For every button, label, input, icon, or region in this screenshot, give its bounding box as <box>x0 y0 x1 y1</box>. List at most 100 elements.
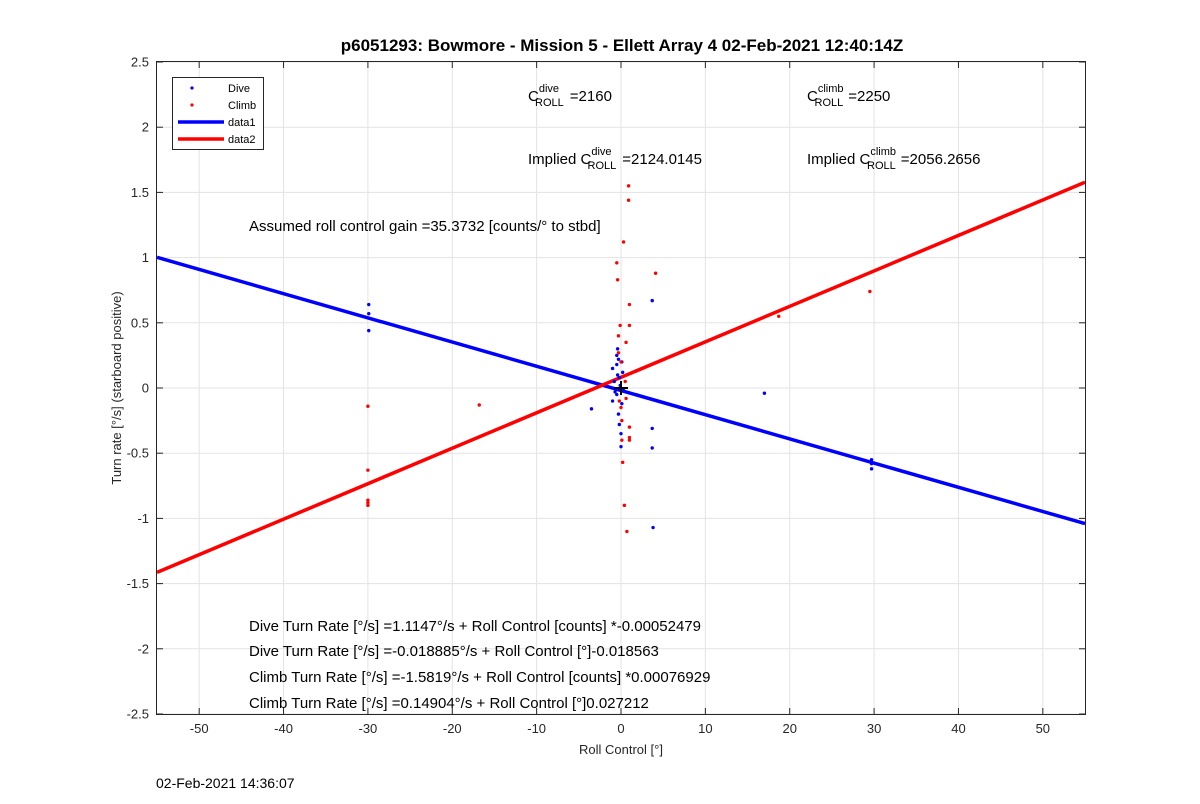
x-tick-label: -20 <box>443 721 462 736</box>
point-climb <box>617 399 622 403</box>
point-dive <box>617 422 622 427</box>
point-climb <box>366 498 370 502</box>
point-dive <box>620 370 625 375</box>
x-tick-label: -40 <box>274 721 293 736</box>
point-dive <box>610 366 615 371</box>
point-climb <box>627 435 632 440</box>
point-climb <box>619 405 623 410</box>
y-axis-ticks: -2.5 -2 -1.5 -1 -0.5 0 0.5 1 1.5 2 2.5 <box>127 55 1085 722</box>
point-dive <box>619 431 623 436</box>
x-tick-label: -50 <box>190 721 209 736</box>
point-climb <box>620 418 624 423</box>
point-dive <box>617 375 622 380</box>
annotation-fit-climb-counts: Climb Turn Rate [°/s] =-1.5819°/s + Roll… <box>249 669 710 686</box>
x-tick-label: -10 <box>527 721 546 736</box>
chart-title: p6051293: Bowmore - Mission 5 - Ellett A… <box>341 36 904 55</box>
legend-label-dive: Dive <box>228 83 250 95</box>
point-dive <box>621 388 626 393</box>
point-climb <box>366 404 370 408</box>
point-climb <box>477 403 481 407</box>
point-dive <box>650 298 654 303</box>
x-tick-label: 0 <box>617 721 624 736</box>
point-dive <box>650 426 654 431</box>
point-climb <box>366 501 370 505</box>
point-dive <box>869 458 874 462</box>
x-tick-label: 40 <box>951 721 965 736</box>
annotation-implied-climb: Implied Cclimb ROLL =2056.2656 <box>807 146 980 172</box>
point-climb <box>627 323 632 328</box>
y-tick-label: 1.5 <box>131 185 149 200</box>
legend-marker-dive <box>190 86 194 90</box>
x-axis-ticks: -50 -40 -30 -20 -10 0 10 20 30 40 50 <box>190 62 1050 736</box>
point-dive <box>615 353 619 358</box>
point-climb <box>625 529 629 534</box>
x-tick-label: -30 <box>359 721 378 736</box>
y-tick-label: 1 <box>142 250 149 265</box>
legend-label-climb: Climb <box>228 100 256 112</box>
point-climb <box>624 396 628 401</box>
point-climb <box>626 184 631 188</box>
point-dive <box>367 302 371 307</box>
point-climb <box>620 438 624 442</box>
point-dive <box>615 392 619 397</box>
point-climb <box>868 289 872 294</box>
y-tick-label: 0.5 <box>131 315 149 330</box>
footer-timestamp: 02-Feb-2021 14:36:07 <box>156 775 295 791</box>
annotation-c-dive: Cdive ROLL =2160 <box>528 83 612 109</box>
point-dive <box>616 357 621 362</box>
y-tick-label: -1 <box>137 511 149 526</box>
point-climb <box>615 278 620 282</box>
legend-label-data2: data2 <box>228 134 256 146</box>
annotation-fit-dive-degrees: Dive Turn Rate [°/s] =-0.018885°/s + Rol… <box>249 643 659 660</box>
point-dive <box>762 391 767 395</box>
annotation-gain: Assumed roll control gain =35.3732 [coun… <box>249 218 601 235</box>
point-dive <box>612 379 616 384</box>
point-climb <box>615 261 619 265</box>
point-climb <box>624 340 628 345</box>
point-dive <box>615 362 619 367</box>
point-dive <box>620 401 624 406</box>
x-tick-label: 20 <box>782 721 796 736</box>
point-dive <box>619 444 623 449</box>
point-dive <box>589 407 594 411</box>
point-climb <box>627 302 632 307</box>
origin-marker <box>614 381 628 395</box>
legend-label-data1: data1 <box>228 117 256 129</box>
y-tick-label: 2.5 <box>131 55 149 70</box>
point-climb <box>366 503 370 508</box>
point-climb <box>366 468 370 472</box>
legend: Dive Climb data1 data2 <box>172 77 264 150</box>
x-axis-label: Roll Control [°] <box>579 742 663 757</box>
point-climb <box>622 503 627 508</box>
point-dive <box>615 373 620 377</box>
point-climb <box>619 360 623 364</box>
point-climb <box>618 323 622 328</box>
x-tick-label: 10 <box>698 721 712 736</box>
y-tick-label: -1.5 <box>127 576 149 591</box>
point-dive <box>367 328 371 333</box>
annotation-c-climb: Cclimb ROLL =2250 <box>807 83 890 109</box>
point-climb <box>621 240 626 244</box>
y-axis-label: Turn rate [°/s] (starboard positive) <box>109 291 124 484</box>
point-dive <box>615 347 620 351</box>
point-climb <box>623 379 627 384</box>
point-dive <box>650 446 654 450</box>
y-tick-label: 0 <box>142 381 149 396</box>
plot-area-frame <box>156 61 1086 715</box>
point-climb <box>627 438 632 442</box>
point-climb <box>616 351 621 355</box>
x-tick-label: 50 <box>1036 721 1050 736</box>
point-dive <box>613 390 617 394</box>
point-dive <box>869 467 874 471</box>
y-tick-label: -2 <box>137 641 149 656</box>
point-dive <box>651 525 655 530</box>
y-tick-label: -2.5 <box>127 707 149 722</box>
annotation-fit-dive-counts: Dive Turn Rate [°/s] =1.1147°/s + Roll C… <box>249 618 701 635</box>
point-climb <box>627 425 632 429</box>
fit-line-data2 <box>157 180 1085 574</box>
point-dive <box>610 399 615 403</box>
